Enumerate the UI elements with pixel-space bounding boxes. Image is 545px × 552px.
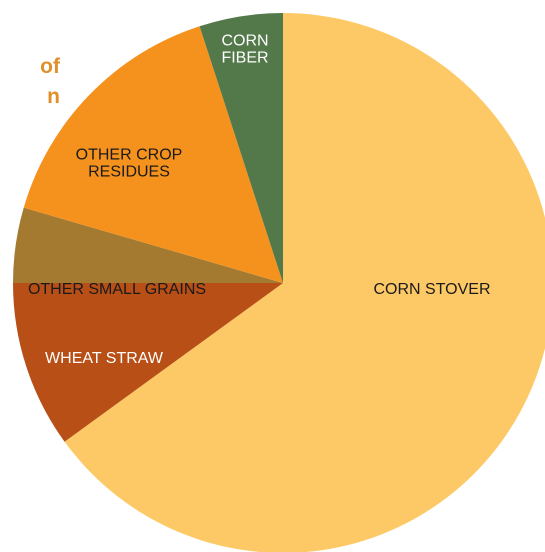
- pie-slice-other-small-grains: [13, 207, 283, 283]
- title-line-2: n: [47, 85, 60, 108]
- slice-label-other-small-grains: OTHER SMALL GRAINS: [28, 281, 206, 298]
- chart-title-fragment: of n: [0, 52, 60, 112]
- slice-label-other-crop-residues-line-2: RESIDUES: [88, 164, 170, 181]
- slice-label-corn-fiber-line-2: FIBER: [221, 50, 268, 67]
- slice-label-other-crop-residues-line-1: OTHER CROP: [76, 147, 183, 164]
- pie-slice-corn-stover: [64, 13, 545, 552]
- slice-label-corn-stover: CORN STOVER: [373, 281, 490, 298]
- pie-slice-other-crop-residues: [23, 26, 283, 284]
- pie-slice-wheat-straw: [13, 283, 283, 442]
- title-line-1: of: [40, 55, 60, 78]
- pie-slice-corn-fiber: [199, 13, 283, 283]
- slice-label-corn-fiber-line-1: CORN: [221, 33, 268, 50]
- slice-label-wheat-straw: WHEAT STRAW: [45, 350, 164, 367]
